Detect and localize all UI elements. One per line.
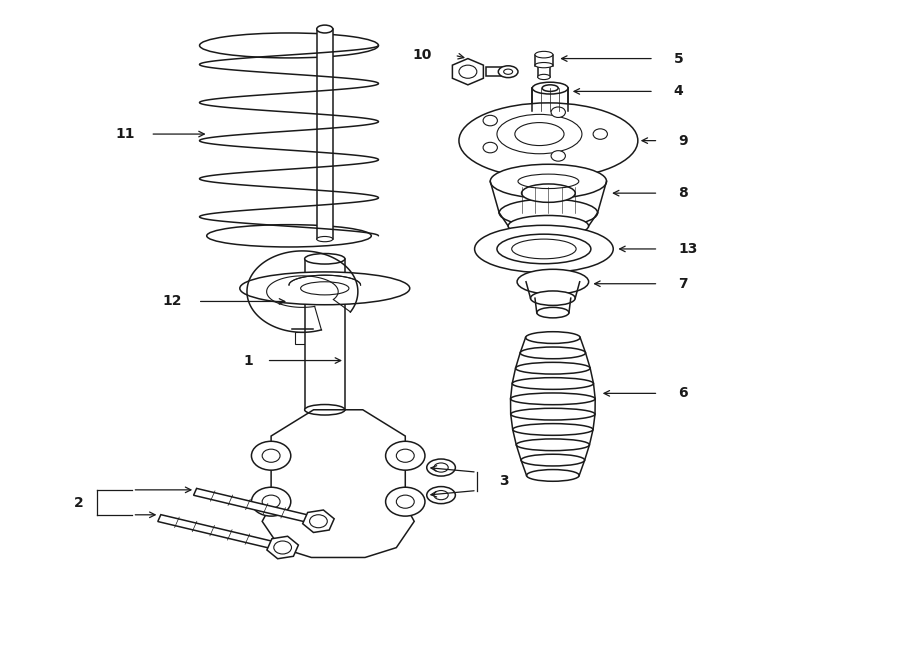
Circle shape	[385, 442, 425, 470]
Ellipse shape	[535, 62, 553, 68]
Polygon shape	[453, 58, 483, 85]
Circle shape	[593, 129, 608, 139]
Ellipse shape	[474, 225, 613, 273]
Bar	[295, 332, 310, 344]
Ellipse shape	[520, 347, 586, 359]
Ellipse shape	[459, 103, 638, 178]
Circle shape	[251, 487, 291, 516]
Ellipse shape	[317, 25, 333, 33]
Ellipse shape	[305, 404, 345, 415]
Circle shape	[483, 142, 498, 153]
Text: 2: 2	[74, 496, 84, 510]
Text: 10: 10	[413, 48, 432, 62]
Ellipse shape	[491, 164, 607, 199]
Ellipse shape	[526, 469, 580, 481]
Text: 6: 6	[678, 387, 688, 401]
Circle shape	[483, 115, 498, 126]
Text: 4: 4	[673, 84, 683, 99]
Ellipse shape	[497, 115, 582, 154]
Ellipse shape	[526, 332, 581, 344]
Circle shape	[551, 107, 565, 117]
Ellipse shape	[434, 491, 448, 500]
Bar	[486, 67, 508, 76]
Polygon shape	[302, 510, 334, 532]
Ellipse shape	[535, 52, 553, 58]
Text: 12: 12	[162, 295, 182, 308]
Ellipse shape	[532, 82, 568, 94]
Ellipse shape	[510, 393, 595, 404]
Bar	[535, 55, 553, 66]
Bar	[317, 29, 333, 239]
Text: 13: 13	[678, 242, 698, 256]
Ellipse shape	[434, 463, 448, 472]
Ellipse shape	[317, 236, 333, 242]
Text: 3: 3	[500, 475, 508, 489]
Ellipse shape	[530, 291, 575, 305]
Ellipse shape	[532, 106, 568, 117]
Circle shape	[385, 487, 425, 516]
Ellipse shape	[427, 487, 455, 504]
Text: 9: 9	[678, 134, 688, 148]
Polygon shape	[194, 489, 320, 525]
Bar	[537, 65, 550, 77]
Ellipse shape	[497, 234, 591, 263]
Ellipse shape	[508, 215, 589, 236]
Ellipse shape	[537, 74, 550, 79]
Ellipse shape	[521, 454, 585, 466]
Ellipse shape	[518, 269, 589, 294]
Bar	[305, 259, 345, 410]
Ellipse shape	[500, 199, 598, 226]
Text: 5: 5	[673, 52, 683, 66]
Text: 8: 8	[678, 186, 688, 200]
Ellipse shape	[542, 85, 558, 91]
Ellipse shape	[515, 122, 564, 146]
Ellipse shape	[522, 184, 575, 203]
Ellipse shape	[512, 377, 593, 389]
Circle shape	[251, 442, 291, 470]
Ellipse shape	[305, 254, 345, 264]
Bar	[532, 88, 568, 111]
Ellipse shape	[512, 239, 576, 259]
Ellipse shape	[427, 459, 455, 476]
Ellipse shape	[499, 66, 518, 77]
Polygon shape	[267, 536, 299, 559]
Ellipse shape	[513, 424, 593, 436]
Text: 1: 1	[244, 354, 253, 367]
Ellipse shape	[536, 307, 569, 318]
Ellipse shape	[239, 272, 410, 305]
Text: 7: 7	[678, 277, 688, 291]
Circle shape	[551, 151, 565, 161]
Ellipse shape	[516, 362, 590, 374]
Text: 11: 11	[116, 127, 135, 141]
Polygon shape	[158, 514, 284, 551]
Ellipse shape	[301, 282, 349, 295]
Ellipse shape	[517, 439, 590, 451]
Ellipse shape	[510, 408, 595, 420]
